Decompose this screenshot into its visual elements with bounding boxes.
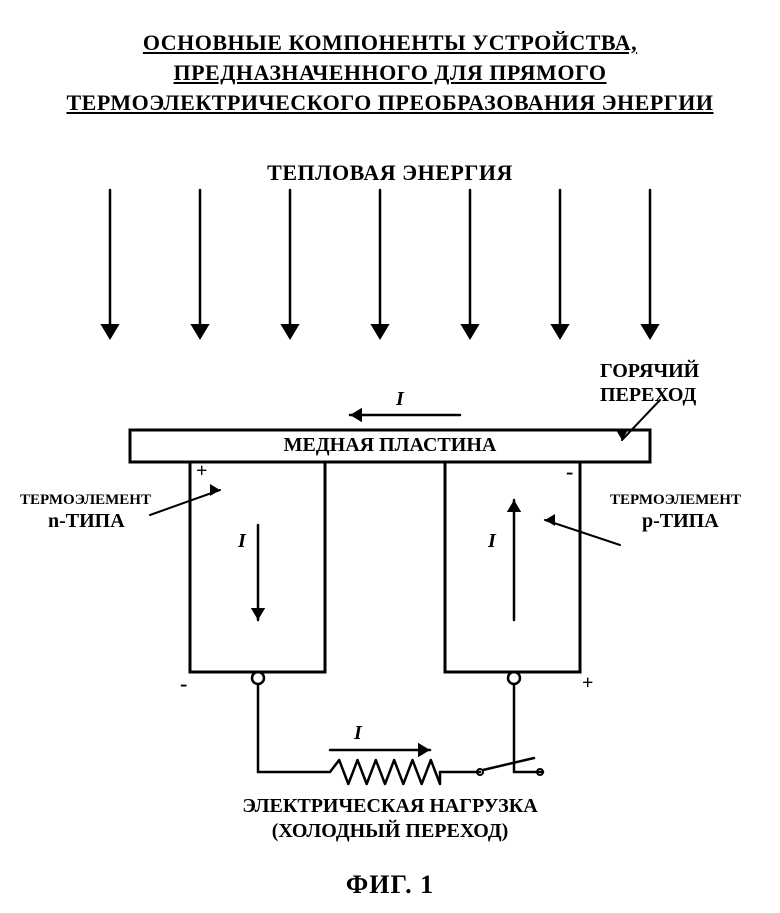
bottom-current-I: I [354, 722, 362, 744]
hot-junction-label-2: ПЕРЕХОД [600, 384, 696, 406]
copper-plate-label: МЕДНАЯ ПЛАСТИНА [284, 434, 497, 456]
p-type-label-2: p-ТИПА [642, 510, 719, 532]
n-type-label-1: ТЕРМОЭЛЕМЕНТ [20, 492, 151, 509]
n-bottom-sign: - [180, 672, 187, 696]
top-current-I: I [396, 388, 404, 410]
load-label-1: ЭЛЕКТРИЧЕСКАЯ НАГРУЗКА [242, 795, 537, 817]
n-top-sign: + [196, 460, 207, 482]
p-top-sign: - [566, 460, 573, 484]
p-leg-I: I [488, 530, 496, 552]
diagram-canvas: ОСНОВНЫЕ КОМПОНЕНТЫ УСТРОЙСТВА, ПРЕДНАЗН… [0, 0, 780, 913]
p-type-label-1: ТЕРМОЭЛЕМЕНТ [610, 492, 741, 509]
hot-junction-label-1: ГОРЯЧИЙ [600, 360, 699, 382]
n-leg-I: I [238, 530, 246, 552]
diagram-svg [0, 0, 780, 913]
n-type-label-2: n-ТИПА [48, 510, 125, 532]
load-label-2: (ХОЛОДНЫЙ ПЕРЕХОД) [272, 820, 508, 842]
p-bottom-sign: + [582, 672, 593, 694]
figure-number: ФИГ. 1 [0, 870, 780, 900]
